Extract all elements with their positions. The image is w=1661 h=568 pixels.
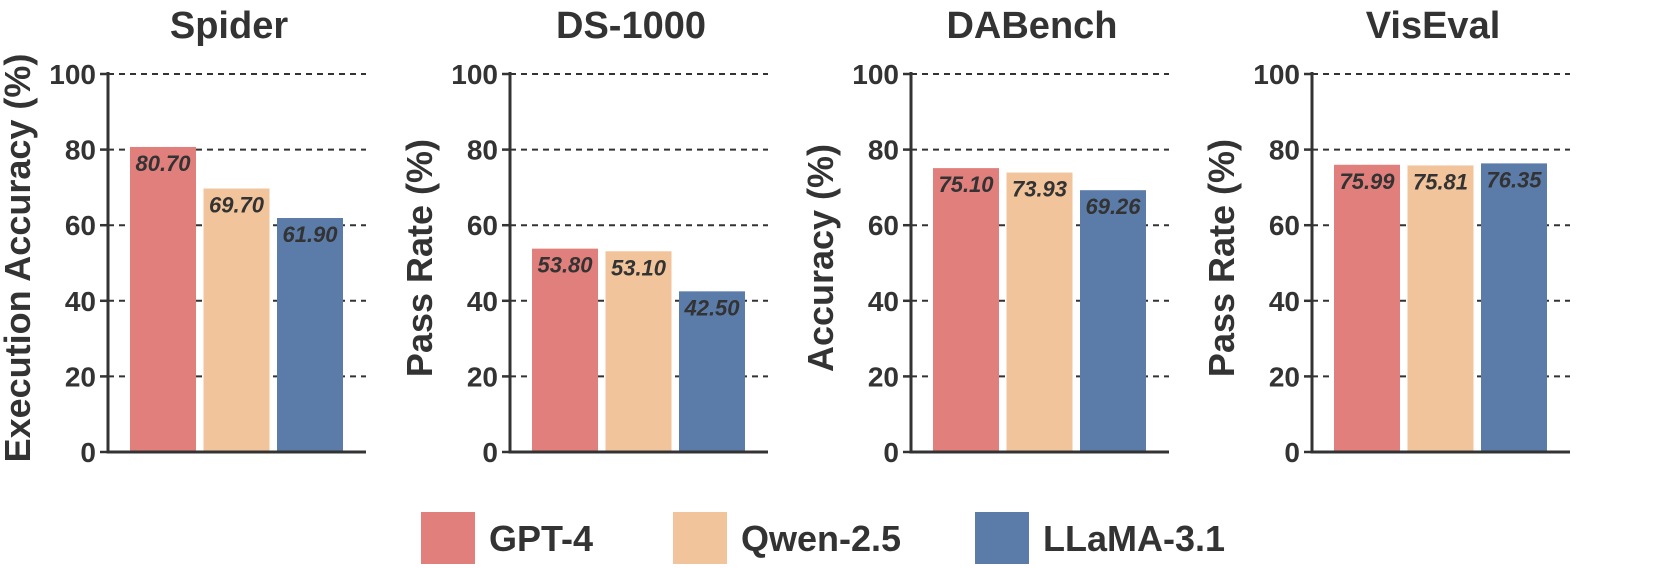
legend: GPT-4 Qwen-2.5 LLaMA-3.1 [421,512,1225,564]
chart-title: DS-1000 [556,5,706,47]
chart-title: Spider [170,5,288,47]
y-tick-label: 0 [1284,437,1300,468]
y-tick-label: 100 [1253,59,1300,90]
y-tick-label: 40 [868,286,899,317]
chart-panel-ds-1000: 53.80 53.10 42.50 0 20 40 60 80 100 DS-1000 Pass R… [399,5,768,468]
bar-qwen-2-5 [1006,172,1073,452]
legend-item-qwen-2-5: Qwen-2.5 [673,512,901,564]
data-label: 73.93 [1012,177,1067,202]
y-tick-label: 40 [65,286,96,317]
data-label: 80.70 [135,151,191,176]
data-label: 69.70 [209,193,265,218]
chart-title: DABench [946,5,1117,47]
data-label: 53.80 [537,253,593,278]
y-tick-label: 20 [1269,361,1300,392]
y-tick-label: 20 [868,361,899,392]
y-tick-label: 20 [65,361,96,392]
data-label: 53.10 [611,255,667,280]
legend-swatch [673,512,727,564]
y-tick-label: 80 [1269,135,1300,166]
y-tick-label: 0 [482,437,498,468]
legend-label: Qwen-2.5 [741,518,901,559]
y-tick-label: 60 [65,210,96,241]
y-tick-label: 0 [80,437,96,468]
legend-item-gpt-4: GPT-4 [421,512,593,564]
bar-gpt-4 [933,168,999,452]
y-tick-label: 40 [467,286,498,317]
y-axis-label: Pass Rate (%) [1201,139,1242,377]
data-label: 61.90 [282,222,338,247]
y-axis-label: Execution Accuracy (%) [0,54,38,463]
chart-title: VisEval [1366,5,1501,47]
y-tick-label: 60 [1269,210,1300,241]
y-axis-label: Accuracy (%) [800,144,841,372]
y-tick-label: 80 [868,135,899,166]
y-tick-label: 100 [852,59,899,90]
y-tick-label: 60 [868,210,899,241]
legend-swatch [975,512,1029,564]
bar-qwen-2-5 [1407,165,1474,452]
chart-panel-dabench: 75.10 73.93 69.26 0 20 40 60 80 100 DABench Accura… [800,5,1169,468]
data-label: 75.99 [1339,169,1395,194]
legend-item-llama-3-1: LLaMA-3.1 [975,512,1225,564]
y-tick-label: 0 [883,437,899,468]
bar-llama-3-1 [1080,190,1146,452]
y-tick-label: 60 [467,210,498,241]
data-label: 75.10 [938,172,994,197]
legend-label: LLaMA-3.1 [1043,518,1225,559]
y-tick-label: 20 [467,361,498,392]
data-label: 76.35 [1486,167,1542,192]
chart-panel-viseval: 75.99 75.81 76.35 0 20 40 60 80 100 VisEval Pass R… [1201,5,1570,468]
legend-swatch [421,512,475,564]
bar-gpt-4 [532,248,598,452]
data-label: 75.81 [1413,169,1468,194]
chart-panel-spider: 80.70 69.70 61.90 0 20 40 60 80 100 Spider Executi… [0,5,366,468]
bar-gpt-4 [130,146,196,453]
bar-qwen-2-5 [203,188,270,452]
data-label: 42.50 [683,295,740,320]
y-tick-label: 80 [467,135,498,166]
data-label: 69.26 [1085,194,1141,219]
bar-llama-3-1 [679,291,745,452]
bar-llama-3-1 [1481,163,1547,452]
y-tick-label: 100 [49,59,96,90]
legend-label: GPT-4 [489,518,593,559]
y-tick-label: 80 [65,135,96,166]
y-tick-label: 40 [1269,286,1300,317]
bar-llama-3-1 [277,218,343,452]
y-tick-label: 100 [451,59,498,90]
bar-gpt-4 [1334,164,1400,452]
y-axis-label: Pass Rate (%) [399,139,440,377]
bar-qwen-2-5 [605,251,672,452]
